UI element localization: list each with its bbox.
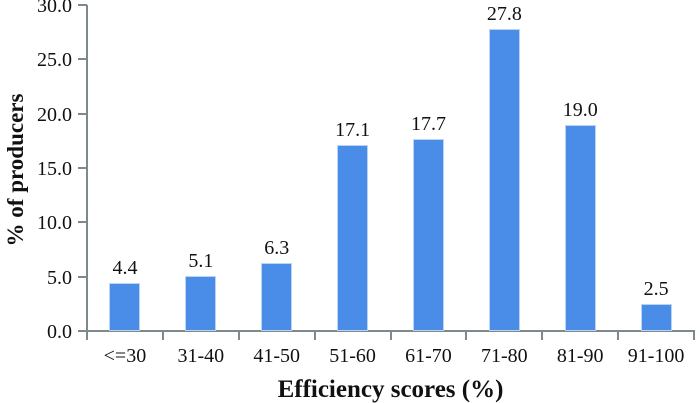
y-tick-label: 15.0 — [37, 158, 72, 180]
bar-value-label: 17.7 — [410, 112, 446, 135]
bar-value-label: 2.5 — [643, 277, 669, 300]
bar — [412, 138, 444, 331]
y-axis-tick — [78, 167, 87, 169]
y-tick-label: 30.0 — [37, 0, 72, 17]
x-axis-tick — [86, 331, 88, 340]
y-tick-label: 10.0 — [37, 212, 72, 235]
x-axis-tick — [541, 331, 544, 340]
x-category-label: 71-80 — [480, 345, 528, 367]
bar — [564, 124, 596, 331]
x-axis-tick — [389, 331, 392, 340]
x-axis-tick — [465, 331, 468, 340]
y-axis-tick — [78, 4, 87, 6]
y-axis-tick — [78, 330, 87, 332]
bar — [337, 145, 369, 331]
x-axis-tick — [161, 331, 164, 340]
x-category-label: 51-60 — [329, 345, 376, 367]
y-tick-label: 0.0 — [47, 321, 72, 343]
y-axis-tick — [78, 58, 87, 61]
y-tick-label: 5.0 — [47, 266, 72, 289]
bar-value-label: 19.0 — [562, 98, 598, 121]
x-axis-tick — [313, 331, 316, 340]
bar — [109, 283, 141, 331]
x-category-label: <=30 — [103, 345, 147, 367]
y-axis-tick — [78, 112, 87, 115]
bar — [185, 275, 217, 331]
x-axis-tick — [237, 331, 240, 340]
x-category-label: 91-100 — [627, 345, 685, 367]
y-axis-line — [86, 5, 88, 340]
y-tick-label: 20.0 — [37, 103, 72, 126]
bar-value-label: 6.3 — [264, 236, 290, 259]
bar — [640, 303, 672, 331]
x-axis-line — [78, 330, 695, 332]
bar — [261, 262, 293, 331]
x-category-label: 31-40 — [177, 345, 225, 367]
y-axis-tick — [78, 221, 87, 224]
x-axis-title: Efficiency scores (%) — [277, 376, 504, 403]
x-category-label: 61-70 — [405, 345, 452, 367]
bar-value-label: 5.1 — [188, 249, 214, 272]
x-axis-tick — [617, 331, 620, 340]
bar-value-label: 4.4 — [112, 257, 138, 280]
bar-value-label: 27.8 — [486, 2, 522, 25]
x-category-label: 81-90 — [556, 345, 604, 367]
x-axis-tick — [693, 331, 695, 340]
bar — [488, 28, 520, 331]
x-category-label: 41-50 — [253, 345, 301, 367]
bar-value-label: 17.1 — [335, 119, 371, 142]
y-tick-label: 25.0 — [37, 49, 72, 72]
y-axis-tick — [78, 275, 87, 278]
